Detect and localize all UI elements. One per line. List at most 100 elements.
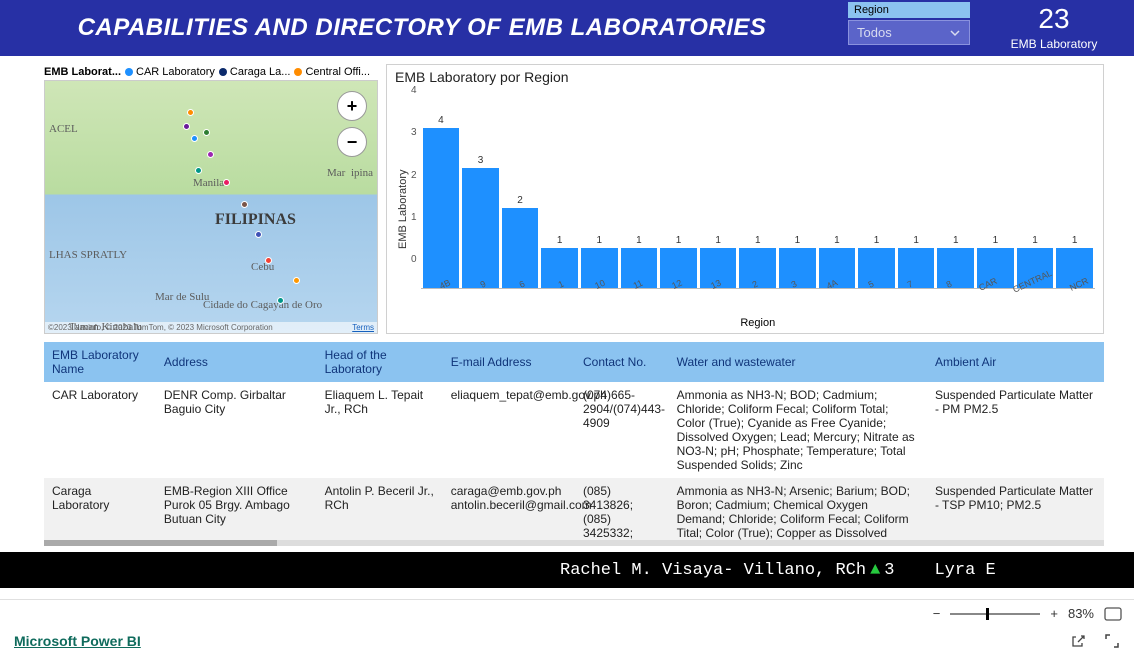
- table-cell: Eliaquem L. Tepait Jr., RCh: [317, 382, 443, 478]
- map-data-point[interactable]: [191, 135, 198, 142]
- report-title: CAPABILITIES AND DIRECTORY OF EMB LABORA…: [0, 0, 844, 56]
- ticker-number: 3: [884, 561, 894, 580]
- bar-wrap: 1: [1056, 85, 1093, 288]
- legend-item: Caraga La...: [219, 66, 291, 78]
- y-tick: 1: [411, 212, 417, 223]
- table-cell: DENR Comp. Girbaltar Baguio City: [156, 382, 317, 478]
- table-cell: Suspended Particulate Matter - PM PM2.5: [927, 382, 1104, 478]
- share-icon[interactable]: [1070, 633, 1086, 649]
- y-axis: 0 1 2 3 4: [411, 85, 421, 293]
- zoom-percent: 83%: [1068, 606, 1094, 621]
- bar-value-label: 1: [874, 235, 880, 246]
- table-row[interactable]: CAR LaboratoryDENR Comp. Girbaltar Bagui…: [44, 382, 1104, 478]
- region-filter-select[interactable]: Todos: [848, 20, 970, 45]
- kpi-value: 23: [1038, 5, 1069, 33]
- table-cell: Ammonia as NH3-N; BOD; Cadmium; Chloride…: [669, 382, 927, 478]
- map-zoom-out[interactable]: −: [337, 127, 367, 157]
- legend-item: Central Offi...: [294, 66, 370, 78]
- map-data-point[interactable]: [255, 231, 262, 238]
- map-data-point[interactable]: [203, 129, 210, 136]
- zoom-in-button[interactable]: +: [1050, 606, 1058, 621]
- table-cell: Caraga Laboratory: [44, 478, 156, 540]
- table-cell: Ammonia as NH3-N; Arsenic; Barium; BOD; …: [669, 478, 927, 540]
- bar-wrap: 4: [423, 85, 460, 288]
- map-data-point[interactable]: [265, 257, 272, 264]
- bar-wrap: 1: [1017, 85, 1054, 288]
- table-body: CAR LaboratoryDENR Comp. Girbaltar Bagui…: [44, 382, 1104, 540]
- table-cell: Antolin P. Beceril Jr., RCh: [317, 478, 443, 540]
- ticker-text-b: Lyra E: [934, 561, 995, 580]
- table-cell: caraga@emb.gov.ph antolin.beceril@gmail.…: [443, 478, 575, 540]
- powerbi-link[interactable]: Microsoft Power BI: [14, 633, 141, 649]
- column-header[interactable]: E-mail Address: [443, 342, 575, 382]
- bar-wrap: 1: [541, 85, 578, 288]
- bar-wrap: 1: [581, 85, 618, 288]
- bar-value-label: 1: [676, 235, 682, 246]
- map-data-point[interactable]: [241, 201, 248, 208]
- bar-wrap: 1: [739, 85, 776, 288]
- y-tick: 4: [411, 85, 417, 96]
- legend-label: Caraga La...: [230, 66, 291, 78]
- bar-wrap: 1: [660, 85, 697, 288]
- data-table-visual[interactable]: EMB Laboratory NameAddressHead of the La…: [44, 342, 1104, 540]
- column-header[interactable]: EMB Laboratory Name: [44, 342, 156, 382]
- map-place-label: Manila: [193, 177, 224, 189]
- map-data-point[interactable]: [223, 179, 230, 186]
- bar-wrap: 1: [621, 85, 658, 288]
- map-data-point[interactable]: [187, 109, 194, 116]
- map-zoom-in[interactable]: +: [337, 91, 367, 121]
- bar-value-label: 1: [795, 235, 801, 246]
- map-data-point[interactable]: [207, 151, 214, 158]
- bar[interactable]: [423, 128, 460, 288]
- map-visual[interactable]: EMB Laborat... CAR Laboratory Caraga La...…: [44, 64, 378, 334]
- map-data-point[interactable]: [293, 277, 300, 284]
- y-tick: 3: [411, 127, 417, 138]
- column-header[interactable]: Water and wastewater: [669, 342, 927, 382]
- zoom-out-button[interactable]: −: [933, 606, 941, 621]
- powerbi-bar: Microsoft Power BI: [0, 627, 1134, 655]
- map-place-label: Mar: [327, 167, 345, 179]
- column-header[interactable]: Head of the Laboratory: [317, 342, 443, 382]
- bar-wrap: 1: [700, 85, 737, 288]
- bar-wrap: 1: [779, 85, 816, 288]
- map-body[interactable]: + − ©2023 Navinfo, © 2023 TomTom, © 2023…: [44, 80, 378, 334]
- chart-title: EMB Laboratory por Region: [395, 69, 1095, 85]
- bar-value-label: 1: [834, 235, 840, 246]
- zoom-bar: − + 83%: [0, 599, 1134, 627]
- column-header[interactable]: Ambient Air: [927, 342, 1104, 382]
- ticker-up-icon: ▲: [870, 561, 880, 580]
- bar-value-label: 1: [1072, 235, 1078, 246]
- y-axis-label: EMB Laboratory: [395, 85, 411, 333]
- legend-label: CAR Laboratory: [136, 66, 215, 78]
- column-header[interactable]: Contact No.: [575, 342, 669, 382]
- column-header[interactable]: Address: [156, 342, 317, 382]
- table-row[interactable]: Caraga LaboratoryEMB-Region XIII Office …: [44, 478, 1104, 540]
- ticker-text-a: Rachel M. Visaya- Villano, RCh: [560, 561, 866, 580]
- bar-value-label: 1: [953, 235, 959, 246]
- mid-row: EMB Laborat... CAR Laboratory Caraga La...…: [0, 64, 1134, 334]
- y-tick: 2: [411, 170, 417, 181]
- zoom-slider[interactable]: [950, 613, 1040, 615]
- legend-dot-icon: [219, 68, 227, 76]
- bar-chart-visual[interactable]: EMB Laboratory por Region EMB Laboratory…: [386, 64, 1104, 334]
- map-legend-prefix: EMB Laborat...: [44, 66, 121, 78]
- fit-to-page-icon[interactable]: [1104, 607, 1122, 621]
- map-terms-link[interactable]: Terms: [352, 323, 374, 332]
- map-data-point[interactable]: [183, 123, 190, 130]
- bar-value-label: 1: [755, 235, 761, 246]
- table-hscrollbar[interactable]: [44, 540, 1104, 546]
- map-data-point[interactable]: [195, 167, 202, 174]
- bar-wrap: 1: [819, 85, 856, 288]
- map-place-label: Taman Kinabalu: [69, 321, 142, 333]
- fullscreen-icon[interactable]: [1104, 633, 1120, 649]
- table-cell: eliaquem_tepat@emb.gov.ph: [443, 382, 575, 478]
- bar[interactable]: [462, 168, 499, 288]
- bar-value-label: 3: [478, 155, 484, 166]
- bar-value-label: 1: [636, 235, 642, 246]
- map-data-point[interactable]: [277, 297, 284, 304]
- map-place-label: LHAS SPRATLY: [49, 249, 127, 261]
- bar-value-label: 1: [993, 235, 999, 246]
- y-tick: 0: [411, 254, 417, 265]
- table-cell: CAR Laboratory: [44, 382, 156, 478]
- kpi-card: 23 EMB Laboratory: [974, 0, 1134, 56]
